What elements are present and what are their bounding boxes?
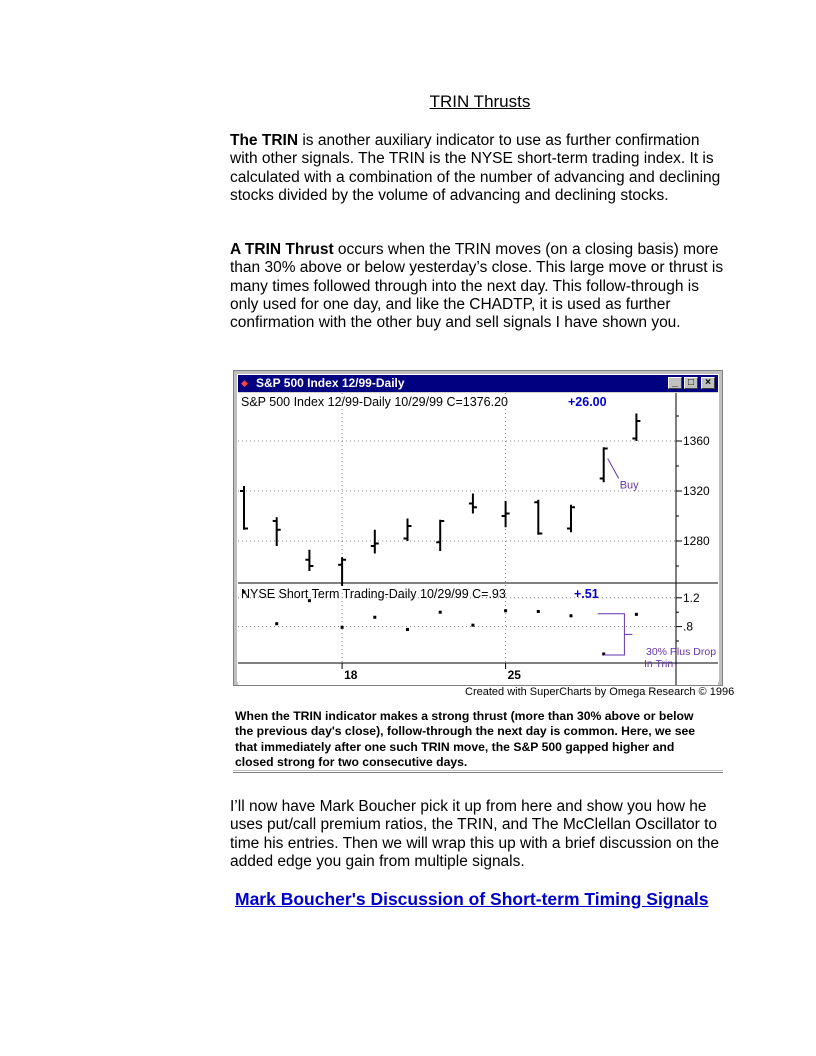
- trin-point: [307, 599, 311, 603]
- chart-titlebar[interactable]: ◆ S&P 500 Index 12/99-Daily _ □ ×: [238, 375, 718, 392]
- date-tick-label: 25: [508, 668, 522, 682]
- date-tick-label: 18: [344, 668, 358, 682]
- term-trin: The TRIN: [230, 132, 299, 149]
- trin-point: [504, 609, 508, 613]
- thrust-annotation-line2: In Trin: [644, 658, 673, 670]
- paragraph-trin-text: is another auxiliary indicator to use as…: [230, 132, 721, 204]
- buy-annotation-line: [607, 458, 620, 479]
- trin-tick-label: .8: [683, 620, 693, 634]
- minimize-button[interactable]: _: [668, 377, 682, 389]
- trin-panel-change: +.51: [574, 587, 599, 601]
- boucher-discussion-link[interactable]: Mark Boucher's Discussion of Short-term …: [235, 889, 709, 909]
- chart-canvas: 18 25 1280 1320 1360 S&P 500 Index 12/99-Dail…: [238, 393, 718, 685]
- trin-panel-header: NYSE Short Term Trading-Daily 10/29/99 C…: [241, 587, 506, 601]
- price-panel-change: +26.00: [568, 395, 607, 409]
- trin-point: [373, 615, 377, 619]
- price-panel-header: S&P 500 Index 12/99-Daily 10/29/99 C=137…: [241, 395, 508, 409]
- trin-point: [438, 610, 442, 614]
- price-tick-label: 1320: [683, 484, 710, 498]
- trin-point: [406, 627, 409, 631]
- paragraph-trin-definition: The TRIN is another auxiliary indicator …: [230, 132, 730, 205]
- maximize-button[interactable]: □: [684, 377, 698, 389]
- chart-caption: When the TRIN indicator makes a strong t…: [235, 709, 696, 769]
- price-tick-label: 1360: [683, 434, 710, 448]
- thrust-annotation-line1: 30% Plus Drop: [646, 646, 716, 658]
- buy-annotation-label: Buy: [620, 480, 639, 492]
- paragraph-transition: I’ll now have Mark Boucher pick it up fr…: [230, 798, 720, 870]
- trin-point: [536, 609, 540, 613]
- close-button[interactable]: ×: [701, 377, 715, 389]
- caption-divider: [233, 770, 723, 773]
- trin-point: [569, 614, 573, 618]
- term-trin-thrust: A TRIN Thrust: [230, 241, 334, 258]
- trin-point: [242, 590, 246, 594]
- paragraph-thrust-text: occurs when the TRIN moves (on a closing…: [230, 241, 724, 332]
- trin-point: [602, 652, 606, 656]
- app-logo-icon: ◆: [241, 378, 248, 388]
- chart-window: ◆ S&P 500 Index 12/99-Daily _ □ × 18 25 12…: [233, 370, 723, 686]
- chart-svg: 18 25 1280 1320 1360 S&P 500 Index 12/99-Dail…: [238, 393, 718, 685]
- trin-point: [634, 612, 638, 616]
- trin-point: [340, 625, 344, 629]
- price-tick-label: 1280: [683, 534, 710, 548]
- chart-window-title: S&P 500 Index 12/99-Daily: [256, 376, 405, 390]
- page-title: TRIN Thrusts: [429, 92, 531, 111]
- trin-tick-label: 1.2: [683, 591, 700, 605]
- trin-point: [471, 623, 475, 627]
- trin-point: [275, 622, 279, 626]
- thrust-bracket: [597, 613, 625, 656]
- paragraph-trin-thrust: A TRIN Thrust occurs when the TRIN moves…: [230, 241, 730, 332]
- chart-credit: Created with SuperCharts by Omega Resear…: [465, 686, 735, 698]
